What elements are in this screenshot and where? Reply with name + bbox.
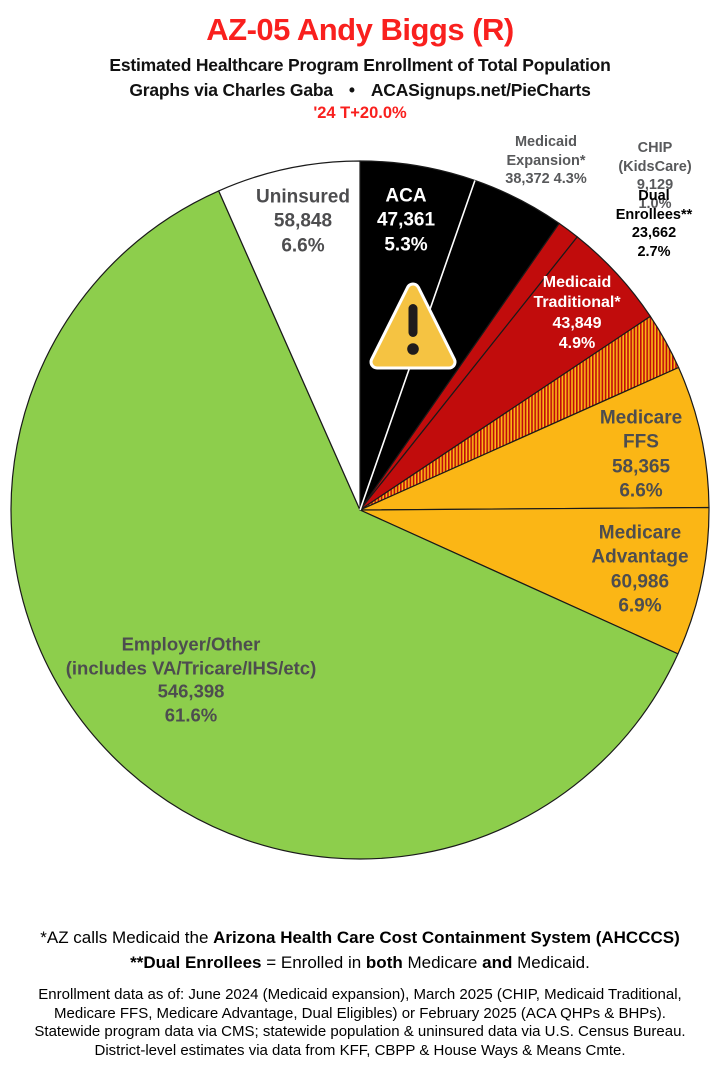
byline: Graphs via Charles Gaba • ACASignups.net… [0,80,720,101]
pie-slice-8 [218,160,361,511]
footnote-dual-enrollees: **Dual Enrollees = Enrolled in both Medi… [130,953,590,972]
slice-label-medicare-advantage: Medicare Advantage 60,986 6.9% [591,522,689,617]
pie-slice-7 [10,190,679,860]
data-sources-note: Enrollment data as of: June 2024 (Medica… [34,986,686,1059]
byline-author: Graphs via Charles Gaba [129,80,333,100]
byline-site: ACASignups.net/PieCharts [370,80,591,100]
slice-label-medicare-ffs: Medicare FFS 58,365 6.6% [599,407,683,502]
footnotes: *AZ calls Medicaid the Arizona Health Ca… [0,925,720,975]
bullet-icon: • [348,80,355,100]
slice-label-chip: CHIP (KidsCare) 9,129 1.0% [618,139,692,212]
page-title: AZ-05 Andy Biggs (R) [206,12,514,47]
warning-icon [369,282,457,370]
slice-label-employer-other: Employer/Other (includes VA/Tricare/IHS/… [65,633,317,726]
slice-label-uninsured: Uninsured 58,848 6.6% [256,186,350,257]
trend-label: '24 T+20.0% [313,104,407,122]
slice-label-medicaid-expansion: Medicaid Expansion* 38,372 4.3% [505,134,587,188]
footnote-ahcccs: *AZ calls Medicaid the Arizona Health Ca… [40,928,680,947]
slice-label-medicaid-traditional: Medicaid Traditional* 43,849 4.9% [533,274,621,353]
slice-label-dual-enrollees: Dual Enrollees** 23,662 2.7% [615,187,693,260]
pie-slice-6 [359,506,710,655]
page-subtitle: Estimated Healthcare Program Enrollment … [109,55,611,75]
pie-slice-5 [359,366,710,511]
slice-label-aca: ACA 47,361 5.3% [376,185,436,256]
